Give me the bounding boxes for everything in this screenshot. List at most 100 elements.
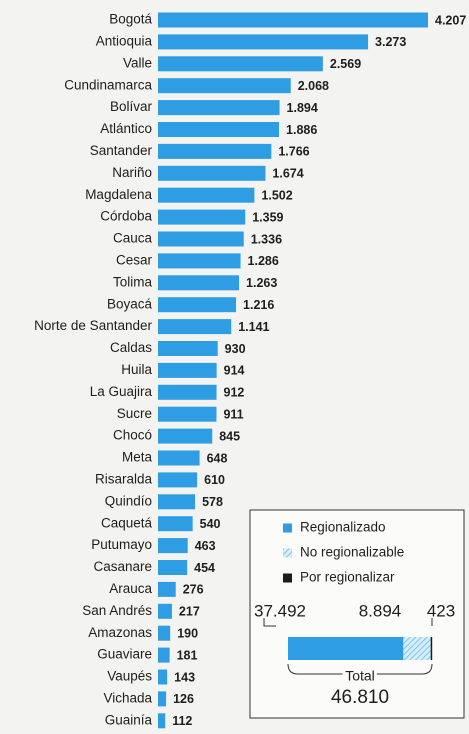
bar xyxy=(158,713,166,729)
value-label: 1.141 xyxy=(238,320,269,334)
bar xyxy=(158,34,369,50)
total-title: Total xyxy=(345,668,375,684)
value-label: 112 xyxy=(172,714,192,728)
bar xyxy=(158,647,170,663)
bar xyxy=(158,669,168,685)
segment-label: 37.492 xyxy=(254,601,306,620)
total-bracket xyxy=(287,663,433,675)
total-value: 46.810 xyxy=(331,687,389,708)
category-label: La Guajira xyxy=(90,384,153,399)
bar xyxy=(158,516,193,532)
category-label: Sucre xyxy=(117,406,152,421)
category-label: Casanare xyxy=(93,559,152,574)
value-label: 217 xyxy=(179,605,200,619)
bar xyxy=(158,12,428,28)
value-label: 540 xyxy=(200,517,221,531)
segment-label: 8.894 xyxy=(359,601,402,620)
category-label: Arauca xyxy=(109,581,152,596)
bar xyxy=(158,231,244,247)
value-label: 4.207 xyxy=(435,13,466,27)
category-label: Caquetá xyxy=(101,515,153,530)
value-label: 143 xyxy=(174,670,195,684)
bar xyxy=(158,122,280,137)
bar xyxy=(158,406,217,422)
bar xyxy=(158,362,217,378)
category-label: Putumayo xyxy=(91,537,152,552)
bar xyxy=(158,538,188,554)
bar xyxy=(158,560,188,575)
value-label: 2.569 xyxy=(330,57,361,71)
bar xyxy=(158,275,240,291)
value-label: 126 xyxy=(173,692,194,706)
category-label: Santander xyxy=(90,143,153,158)
value-label: 1.263 xyxy=(246,276,277,290)
category-label: Quindío xyxy=(105,493,152,508)
legend-label: Por regionalizar xyxy=(300,570,395,585)
value-label: 1.286 xyxy=(248,254,279,268)
value-label: 190 xyxy=(177,626,198,640)
category-label: Risaralda xyxy=(95,471,153,486)
segment-label: 423 xyxy=(427,601,455,620)
bar xyxy=(158,472,198,488)
category-label: Atlántico xyxy=(100,121,152,136)
inset-box xyxy=(249,509,465,719)
bar xyxy=(158,341,218,356)
bar xyxy=(158,56,323,72)
value-label: 845 xyxy=(219,429,240,443)
value-label: 454 xyxy=(194,561,215,575)
bar xyxy=(158,100,280,116)
bar xyxy=(158,78,291,94)
bar xyxy=(158,165,266,181)
bar xyxy=(158,625,171,641)
category-label: Nariño xyxy=(112,165,152,180)
category-label: Chocó xyxy=(113,428,152,443)
segment xyxy=(430,637,433,660)
value-label: 610 xyxy=(204,473,225,487)
category-label: Amazonas xyxy=(88,625,152,640)
value-label: 3.273 xyxy=(375,35,406,49)
category-label: Vaupés xyxy=(107,669,152,684)
category-label: Norte de Santander xyxy=(34,318,152,333)
bar xyxy=(158,494,196,510)
value-label: 1.766 xyxy=(278,145,309,159)
category-label: Cundinamarca xyxy=(64,77,152,92)
bracket xyxy=(263,618,276,627)
legend-label: No regionalizable xyxy=(300,545,404,560)
category-label: Córdoba xyxy=(100,209,152,224)
category-label: Cauca xyxy=(113,231,153,246)
value-label: 276 xyxy=(183,583,204,597)
value-label: 463 xyxy=(195,539,216,553)
value-label: 648 xyxy=(207,451,228,465)
bar xyxy=(158,428,213,444)
category-label: Vichada xyxy=(103,690,152,705)
legend-swatch xyxy=(283,548,292,558)
value-label: 1.502 xyxy=(261,188,292,202)
category-label: Tolima xyxy=(113,274,153,289)
value-label: 1.886 xyxy=(286,123,317,137)
category-label: Bogotá xyxy=(109,12,152,27)
value-label: 1.336 xyxy=(251,232,282,246)
segment xyxy=(288,637,404,660)
value-label: 1.216 xyxy=(243,298,274,312)
category-label: Huila xyxy=(121,362,152,377)
value-label: 930 xyxy=(225,342,246,356)
legend-swatch xyxy=(283,523,292,533)
value-label: 578 xyxy=(202,495,223,509)
category-label: Guaviare xyxy=(97,647,152,662)
bar xyxy=(158,209,246,225)
category-label: Cesar xyxy=(116,252,153,267)
bar xyxy=(158,581,176,597)
category-label: Magdalena xyxy=(85,187,152,202)
bar xyxy=(158,691,167,707)
category-label: Guainía xyxy=(105,712,153,727)
bar xyxy=(158,603,172,619)
category-label: Valle xyxy=(123,55,152,70)
value-label: 181 xyxy=(177,648,198,662)
bar xyxy=(158,297,237,313)
bar xyxy=(158,384,217,400)
legend-swatch xyxy=(283,573,292,583)
category-label: Boyacá xyxy=(107,296,153,311)
legend-label: Regionalizado xyxy=(300,520,386,535)
category-label: San Andrés xyxy=(82,603,152,618)
